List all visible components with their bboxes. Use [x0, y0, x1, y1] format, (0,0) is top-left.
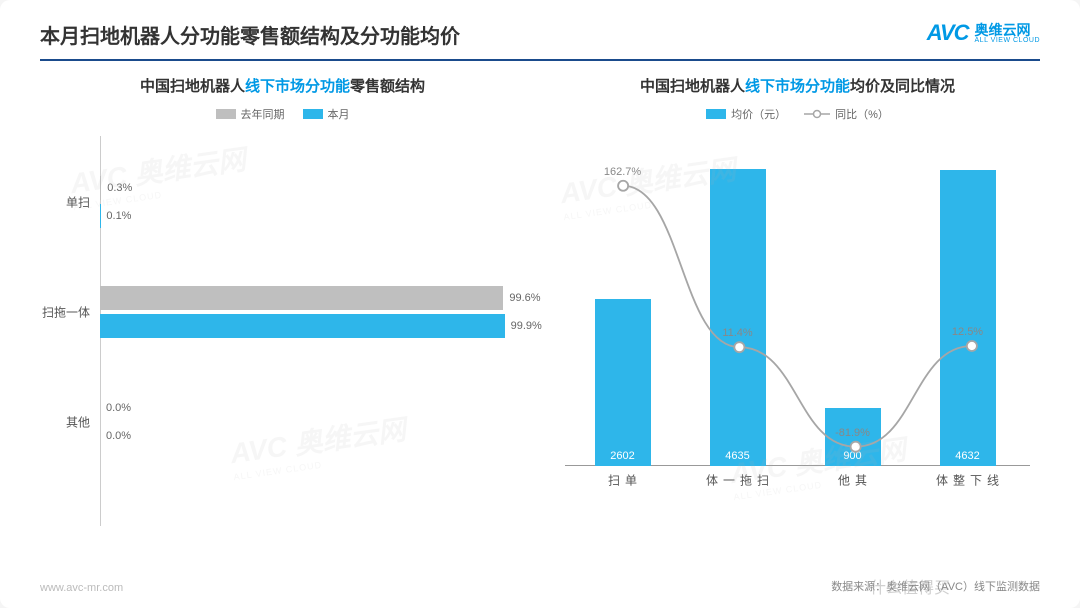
page-title: 本月扫地机器人分功能零售额结构及分功能均价	[40, 20, 460, 49]
hbar-value: 99.6%	[509, 292, 540, 304]
line-value-label: 162.7%	[604, 166, 641, 178]
hbar-value: 0.3%	[107, 182, 132, 194]
charts-row: 中国扫地机器人线下市场分功能零售额结构 去年同期 本月 单扫 0.3% 0.1% 扫拖…	[0, 75, 1080, 536]
vbar-value: 4635	[710, 450, 766, 462]
x-category-label: 其他	[836, 474, 870, 488]
legend-yoy: 同比（%）	[804, 106, 889, 122]
line-value-label: 11.4%	[722, 327, 752, 339]
header: 本月扫地机器人分功能零售额结构及分功能均价 AVC 奥维云网 ALL VIEW …	[0, 0, 1080, 59]
hbar-plot: 单扫 0.3% 0.1% 扫拖一体 99.6% 99.9% 其他 0.0% 0.0%	[30, 136, 535, 526]
x-category-label: 线下整体	[934, 474, 1002, 488]
x-category-label: 单扫	[606, 474, 640, 488]
vbar-value: 4632	[940, 450, 996, 462]
right-legend: 均价（元） 同比（%）	[545, 106, 1050, 122]
brand-logo: AVC 奥维云网 ALL VIEW CLOUD	[927, 20, 1040, 46]
left-chart-title: 中国扫地机器人线下市场分功能零售额结构	[30, 75, 535, 96]
logo-cn: 奥维云网	[975, 23, 1040, 37]
line-value-label: 12.5%	[952, 326, 983, 338]
footer-url: www.avc-mr.com	[40, 582, 123, 594]
legend-prev-year: 去年同期	[216, 106, 285, 122]
hbar-category-label: 扫拖一体	[30, 304, 90, 321]
footer-source: 数据来源：奥维云网（AVC）线下监测数据	[831, 578, 1040, 594]
legend-avg-price: 均价（元）	[706, 106, 786, 122]
x-category-label: 扫拖一体	[704, 474, 772, 488]
vbar: 2602	[595, 299, 651, 466]
combo-plot: 2602单扫162.7%4635扫拖一体11.4%900其他-81.9%4632…	[565, 146, 1030, 466]
hbar-b: 99.9%	[100, 314, 505, 338]
left-chart: 中国扫地机器人线下市场分功能零售额结构 去年同期 本月 单扫 0.3% 0.1% 扫拖…	[30, 75, 535, 536]
line-marker	[618, 181, 628, 191]
legend-this-month: 本月	[303, 106, 350, 122]
hbar-category-label: 其他	[30, 414, 90, 431]
hbar-value: 99.9%	[511, 320, 542, 332]
vbar-value: 2602	[595, 450, 651, 462]
logo-mark: AVC	[927, 20, 969, 46]
line-value-label: -81.9%	[835, 427, 870, 439]
hbar-value: 0.1%	[106, 210, 131, 222]
left-legend: 去年同期 本月	[30, 106, 535, 122]
page: 本月扫地机器人分功能零售额结构及分功能均价 AVC 奥维云网 ALL VIEW …	[0, 0, 1080, 608]
title-rule	[40, 59, 1040, 61]
right-chart-title: 中国扫地机器人线下市场分功能均价及同比情况	[545, 75, 1050, 96]
right-chart: 中国扫地机器人线下市场分功能均价及同比情况 均价（元） 同比（%） 2602 单扫…	[545, 75, 1050, 536]
hbar-value: 0.0%	[106, 430, 131, 442]
logo-en: ALL VIEW CLOUD	[975, 37, 1040, 44]
vbar-value: 900	[825, 450, 881, 462]
combo-chart: 2602 单扫 162.7% 4635 扫拖一体 11.4% 900 其他 -81.9% 4632…	[545, 136, 1050, 536]
hbar-a: 99.6%	[100, 286, 503, 310]
vbar: 4635	[710, 169, 766, 466]
hbar-category-label: 单扫	[30, 194, 90, 211]
trend-line	[623, 186, 972, 447]
vbar: 4632	[940, 170, 996, 466]
hbar-a: 0.3%	[100, 176, 101, 200]
hbar-value: 0.0%	[106, 402, 131, 414]
